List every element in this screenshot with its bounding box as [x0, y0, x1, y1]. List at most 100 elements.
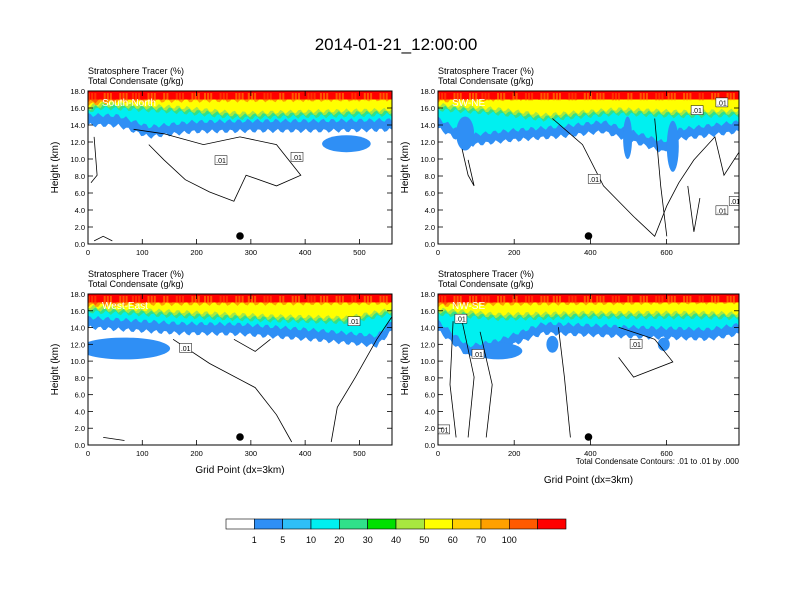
tracer-streak — [225, 296, 228, 304]
tracer-streak — [109, 93, 112, 101]
tracer-streak — [235, 93, 238, 101]
tracer-streak — [178, 296, 181, 304]
tracer-streak — [254, 93, 257, 101]
colorbar-box-5 — [367, 518, 397, 530]
tracer-streak — [469, 296, 471, 304]
tracer-streak — [655, 93, 658, 101]
tracer-streak — [689, 296, 692, 304]
contour-label-box — [587, 174, 601, 184]
panel-2: .01 .01 West-East Stratosphere Tracer (%)To… — [50, 269, 393, 476]
tracer-streak — [225, 93, 228, 101]
tracer-streak — [574, 93, 577, 101]
contour-label: .01 — [292, 155, 302, 162]
tracer-streak — [175, 296, 178, 304]
tracer-blob-0 — [322, 135, 371, 153]
tracer-streak — [150, 296, 153, 304]
tracer-streak — [701, 93, 704, 101]
tracer-streak — [500, 296, 503, 304]
tracer-streak — [279, 296, 282, 304]
tracer-streak — [135, 296, 137, 304]
tracer-streak — [263, 296, 266, 304]
tracer-streak — [658, 296, 661, 304]
tracer-streak — [571, 93, 574, 101]
y-tick-label: 0.0 — [75, 441, 85, 450]
tracer-streak — [163, 296, 166, 304]
y-tick-label: 4.0 — [425, 407, 435, 416]
tracer-blob-0 — [456, 116, 475, 151]
tracer-streak — [602, 93, 605, 101]
tracer-streak — [661, 296, 664, 304]
tracer-streak — [135, 93, 137, 101]
x-tick-label: 200 — [508, 449, 521, 458]
tracer-streak — [131, 296, 134, 304]
tracer-streak — [119, 93, 122, 101]
tracer-streak — [326, 93, 329, 101]
x-tick-label: 100 — [136, 248, 149, 257]
y-tick-label: 0.0 — [75, 240, 85, 249]
panel-label: West-East — [102, 301, 148, 312]
tracer-streak — [590, 93, 593, 101]
tracer-streak — [363, 296, 366, 304]
tracer-streak — [574, 296, 577, 304]
panel-title-line-1: Total Condensate (g/kg) — [438, 76, 534, 86]
tracer-streak — [487, 93, 490, 101]
tracer-streak — [138, 296, 141, 304]
tracer-streak — [469, 93, 471, 101]
condensate-contour-3 — [687, 185, 701, 232]
tracer-streak — [370, 93, 373, 101]
tracer-streak — [639, 93, 642, 101]
x-tick-label: 400 — [584, 248, 597, 257]
tracer-streak — [543, 296, 546, 304]
tracer-streak — [251, 296, 253, 304]
tracer-streak — [559, 93, 561, 101]
tracer-streak — [298, 296, 300, 304]
y-tick-label: 18.0 — [70, 87, 85, 96]
tracer-streak — [210, 296, 213, 304]
tracer-streak — [673, 296, 676, 304]
tracer-streak — [197, 296, 200, 304]
colorbar-box-3 — [310, 518, 340, 530]
tracer-streak — [204, 93, 206, 101]
y-tick-label: 8.0 — [75, 172, 85, 181]
tracer-streak — [166, 296, 169, 304]
tracer-streak — [166, 93, 169, 101]
tracer-streak — [586, 93, 589, 101]
tracer-streak — [686, 296, 689, 304]
tracer-streak — [335, 93, 338, 101]
tracer-streak — [341, 93, 344, 101]
contour-label: .01 — [473, 352, 483, 359]
tracer-streak — [313, 296, 316, 304]
y-tick-label: 2.0 — [425, 424, 435, 433]
x-tick-label: 300 — [245, 248, 258, 257]
tracer-streak — [618, 93, 620, 101]
tracer-streak — [219, 296, 222, 304]
contour-label-box — [454, 313, 468, 324]
y-tick-label: 2.0 — [75, 223, 85, 232]
tracer-streak — [475, 93, 478, 101]
tracer-streak — [382, 296, 385, 304]
tracer-streak — [194, 296, 197, 304]
condensate-contour-1 — [461, 321, 475, 438]
tracer-streak — [543, 93, 546, 101]
y-tick-label: 0.0 — [425, 240, 435, 249]
tracer-streak — [254, 296, 257, 304]
tracer-streak — [497, 296, 499, 304]
tracer-streak — [555, 93, 558, 101]
tracer-streak — [282, 296, 285, 304]
tracer-streak — [207, 93, 210, 101]
tracer-blob-0 — [474, 342, 523, 360]
colorbar-label: 100 — [502, 535, 517, 545]
tracer-streak — [512, 296, 515, 304]
tracer-streak — [122, 93, 125, 101]
tracer-streak — [222, 296, 225, 304]
tracer-streak — [313, 93, 316, 101]
tracer-streak — [568, 93, 571, 101]
tracer-streak — [611, 93, 614, 101]
tracer-streak — [683, 93, 686, 101]
tracer-streak — [385, 296, 388, 304]
panel-3: .01 .01 .01 .01 NW-SE Stratosphere Tracer (%)… — [400, 269, 740, 486]
condensate-contour-3 — [233, 338, 271, 352]
colorbar-box-6 — [395, 518, 425, 530]
tracer-streak — [614, 296, 617, 304]
y-tick-label: 8.0 — [75, 374, 85, 383]
